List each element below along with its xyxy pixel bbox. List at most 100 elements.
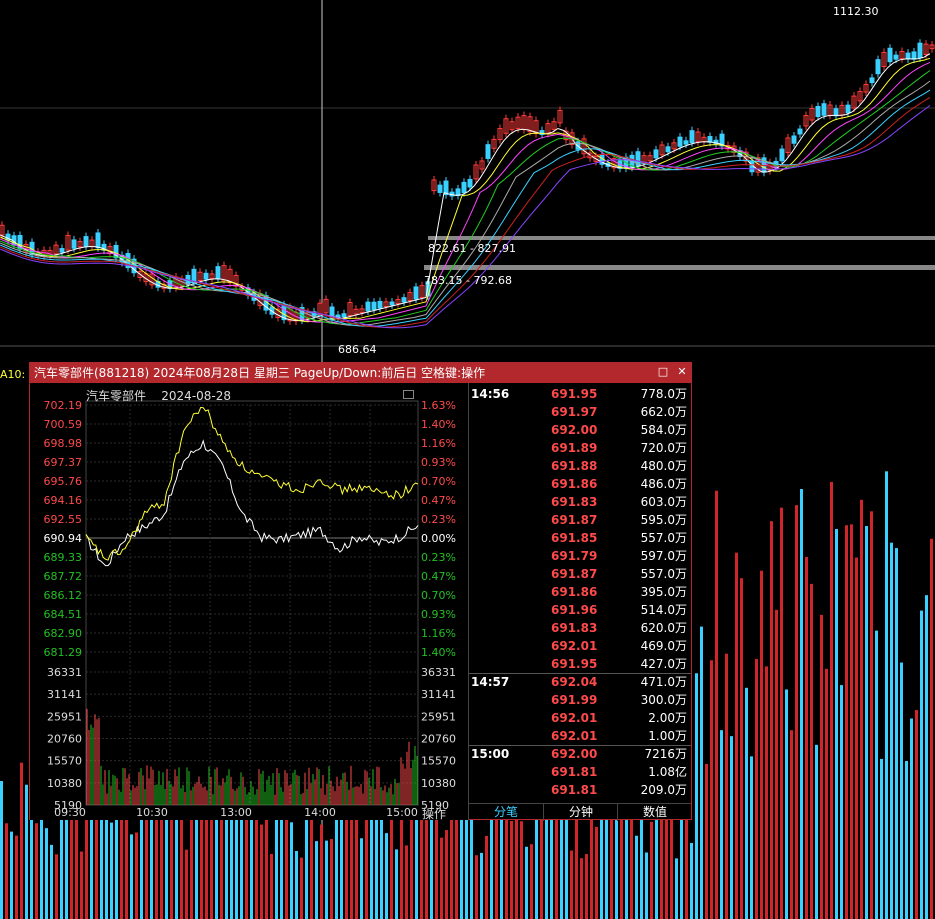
tick-price: 691.83: [551, 621, 598, 635]
volume-bar: [45, 828, 48, 919]
pct-tick-label: 0.00%: [421, 532, 456, 545]
ma-line: [0, 61, 931, 323]
candle-body: [359, 308, 365, 313]
volume-bar: [490, 749, 493, 919]
volume-bar: [470, 742, 473, 919]
volume-bar: [765, 666, 768, 919]
volume-tick-label-right: 15570: [421, 755, 456, 768]
tick-row[interactable]: 692.01 2.00万: [469, 709, 691, 727]
candle-body: [509, 121, 515, 131]
volume-bar: [215, 756, 218, 919]
tab-values[interactable]: 数值: [617, 804, 692, 821]
tick-row[interactable]: 691.81 209.0万: [469, 781, 691, 799]
pct-tick-label: 0.70%: [421, 475, 456, 488]
tab-minutes[interactable]: 分钟: [543, 804, 618, 821]
volume-bar: [455, 769, 458, 919]
panel-divider: [468, 383, 469, 820]
volume-bar: [685, 782, 688, 919]
intraday-popup-window[interactable]: 汽车零部件(881218) 2024年08月28日 星期三 PageUp/Dow…: [29, 362, 692, 821]
tick-price: 691.87: [551, 513, 598, 527]
tick-row[interactable]: 692.00 584.0万: [469, 421, 691, 439]
candle-body: [803, 115, 809, 127]
tick-row[interactable]: 691.81 1.08亿: [469, 763, 691, 781]
tick-list[interactable]: 14:56 691.95 778.0万 691.97 662.0万 692.00 584.0…: [469, 383, 691, 803]
volume-bar: [225, 756, 228, 919]
price-tick-label: 686.12: [44, 589, 83, 602]
volume-bar: [885, 471, 888, 919]
maximize-icon[interactable]: □: [657, 365, 669, 378]
volume-bar: [575, 742, 578, 919]
candle-body: [209, 273, 215, 280]
tick-row[interactable]: 691.87 557.0万: [469, 565, 691, 583]
candle-body: [485, 144, 491, 159]
tab-ticks[interactable]: 分笔: [493, 805, 518, 819]
tick-group-separator: [469, 673, 691, 674]
plot-frame: [85, 400, 419, 806]
volume-bar: [865, 526, 868, 919]
candle-body: [581, 138, 587, 155]
volume-bar: [705, 763, 708, 919]
volume-bar: [675, 858, 678, 919]
volume-bar: [460, 788, 463, 919]
tick-row[interactable]: 15:00 692.00 7216万: [469, 745, 691, 763]
tick-row[interactable]: 692.01 1.00万: [469, 727, 691, 745]
tick-row[interactable]: 691.86 486.0万: [469, 475, 691, 493]
volume-bar: [170, 818, 173, 919]
volume-bar: [285, 808, 288, 919]
candle-body: [197, 271, 203, 282]
volume-bar: [165, 816, 168, 919]
volume-bar: [510, 821, 513, 919]
close-icon[interactable]: ✕: [677, 365, 687, 378]
tick-row[interactable]: 691.87 595.0万: [469, 511, 691, 529]
tick-row[interactable]: 691.83 620.0万: [469, 619, 691, 637]
volume-bar: [555, 781, 558, 919]
chart-settings-icon[interactable]: [403, 390, 414, 399]
candle-body: [515, 116, 521, 130]
price-tick-label: 694.16: [44, 494, 83, 507]
candle-body: [653, 149, 659, 159]
chart-bg: [30, 383, 468, 820]
tick-price: 691.83: [551, 495, 598, 509]
tick-price: 691.95: [551, 657, 598, 671]
volume-bar: [635, 835, 638, 919]
volume-bar: [375, 759, 378, 919]
volume-bar: [810, 583, 813, 919]
tick-row[interactable]: 691.79 597.0万: [469, 547, 691, 565]
volume-bar: [5, 823, 8, 919]
chart-date: 2024-08-28: [161, 389, 232, 403]
operate-button[interactable]: 操作: [422, 807, 447, 821]
tick-row[interactable]: 691.83 603.0万: [469, 493, 691, 511]
tick-price: 691.99: [551, 693, 598, 707]
tick-row[interactable]: 691.96 514.0万: [469, 601, 691, 619]
tick-row[interactable]: 691.97 662.0万: [469, 403, 691, 421]
volume-bar: [920, 610, 923, 919]
volume-bar: [35, 823, 38, 919]
tick-row[interactable]: 691.95 427.0万: [469, 655, 691, 673]
volume-tick-label-right: 25951: [421, 710, 456, 723]
tick-row[interactable]: 14:56 691.95 778.0万: [469, 385, 691, 403]
volume-bar: [380, 762, 383, 919]
tick-price: 692.04: [551, 675, 598, 689]
tick-row[interactable]: 691.99 300.0万: [469, 691, 691, 709]
candle-body: [413, 286, 419, 300]
popup-titlebar[interactable]: 汽车零部件(881218) 2024年08月28日 星期三 PageUp/Dow…: [30, 363, 691, 383]
candle-body: [365, 301, 371, 312]
volume-bar: [625, 807, 628, 919]
price-tick-label: 689.33: [44, 551, 83, 564]
volume-tick-label-right: 31141: [421, 688, 456, 701]
volume-bar: [385, 833, 388, 919]
volume-bar: [330, 839, 333, 919]
tick-row[interactable]: 691.86 395.0万: [469, 583, 691, 601]
volume-tick-label-right: 36331: [421, 666, 456, 679]
tick-row[interactable]: 691.89 720.0万: [469, 439, 691, 457]
tick-volume: 469.0万: [640, 639, 687, 653]
tick-row[interactable]: 692.01 469.0万: [469, 637, 691, 655]
volume-bar: [275, 742, 278, 919]
pct-tick-label: 0.23%: [421, 551, 456, 564]
tick-row[interactable]: 691.85 557.0万: [469, 529, 691, 547]
tick-row[interactable]: 691.88 480.0万: [469, 457, 691, 475]
price-tick-label: 697.37: [44, 456, 83, 469]
tick-row[interactable]: 14:57 692.04 471.0万: [469, 673, 691, 691]
candle-body: [203, 272, 209, 280]
volume-bar: [435, 749, 438, 919]
